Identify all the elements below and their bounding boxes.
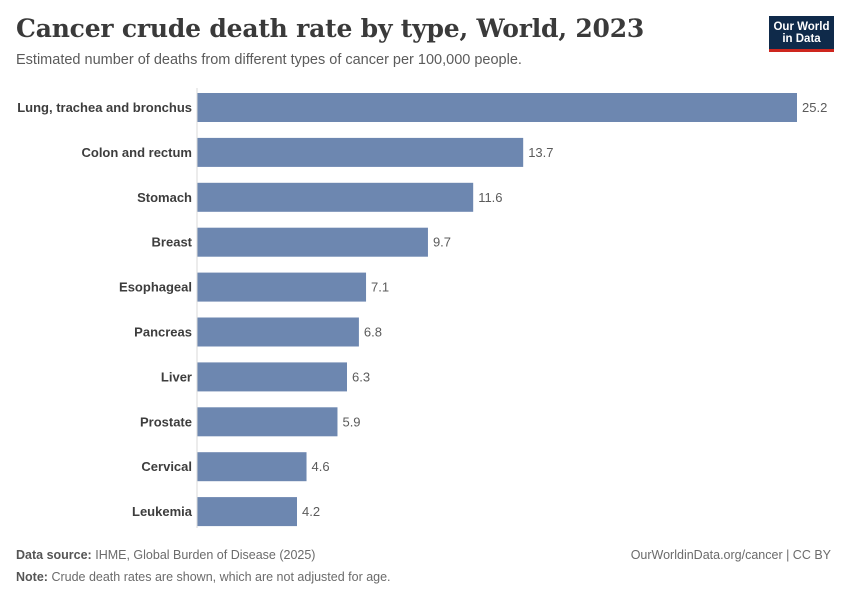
category-label: Liver xyxy=(161,369,192,384)
bar[interactable] xyxy=(197,362,348,392)
data-source-label: Data source: xyxy=(16,548,92,562)
bar[interactable] xyxy=(197,497,298,527)
chart-title: Cancer crude death rate by type, World, … xyxy=(16,14,645,43)
bar[interactable] xyxy=(197,93,798,122)
category-label: Colon and rectum xyxy=(81,145,192,160)
value-label: 11.6 xyxy=(478,190,502,205)
note-text: Crude death rates are shown, which are n… xyxy=(51,570,391,584)
category-label: Cervical xyxy=(141,459,192,474)
data-source-text[interactable]: IHME, Global Burden of Disease (2025) xyxy=(95,548,316,562)
logo-line-2: in Data xyxy=(782,32,821,45)
category-label: Stomach xyxy=(137,190,192,205)
value-label: 6.3 xyxy=(352,369,370,384)
bar[interactable] xyxy=(197,407,338,437)
bar[interactable] xyxy=(197,272,367,302)
bar[interactable] xyxy=(197,452,307,482)
chart-subtitle: Estimated number of deaths from differen… xyxy=(16,52,522,68)
category-label: Leukemia xyxy=(132,504,193,519)
value-label: 7.1 xyxy=(371,280,389,295)
category-label: Lung, trachea and bronchus xyxy=(17,100,192,115)
value-label: 9.7 xyxy=(433,235,451,250)
category-label: Pancreas xyxy=(134,325,192,340)
chart-note: Note: Crude death rates are shown, which… xyxy=(16,570,391,584)
data-source: Data source: IHME, Global Burden of Dise… xyxy=(16,548,315,562)
source-link[interactable]: OurWorldinData.org/cancer | CC BY xyxy=(630,548,831,562)
category-label: Esophageal xyxy=(119,280,192,295)
category-label: Prostate xyxy=(140,414,192,429)
logo-line-1: Our World xyxy=(773,20,830,33)
category-label: Breast xyxy=(152,235,193,250)
value-label: 4.2 xyxy=(302,504,320,519)
bar[interactable] xyxy=(197,227,428,257)
value-label: 13.7 xyxy=(528,145,553,160)
bar[interactable] xyxy=(197,317,359,347)
bar[interactable] xyxy=(197,137,524,167)
value-label: 6.8 xyxy=(364,325,382,340)
value-label: 25.2 xyxy=(802,100,827,115)
value-label: 4.6 xyxy=(312,459,330,474)
bar[interactable] xyxy=(197,182,474,212)
value-label: 5.9 xyxy=(342,414,360,429)
owid-logo[interactable]: Our World in Data xyxy=(769,16,834,52)
note-label: Note: xyxy=(16,570,48,584)
